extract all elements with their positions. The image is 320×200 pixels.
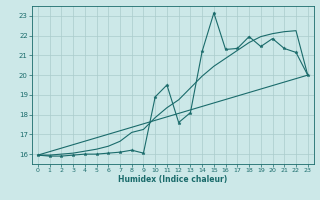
X-axis label: Humidex (Indice chaleur): Humidex (Indice chaleur) [118,175,228,184]
